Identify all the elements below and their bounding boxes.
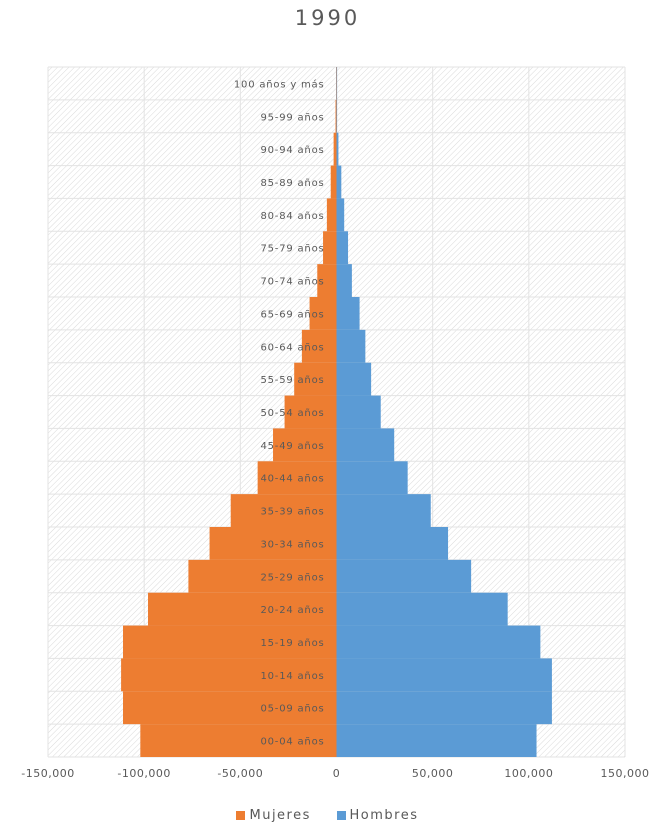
bar-hombres-20 xyxy=(336,67,338,100)
category-label: 25-29 años xyxy=(260,572,324,583)
x-axis-tick-labels: -150,000 -100,000 -50,000 0 50,000 100,000 150… xyxy=(21,767,649,780)
legend-swatch-hombres xyxy=(336,811,346,820)
category-label: 40-44 años xyxy=(260,474,324,485)
bar-hombres-3 xyxy=(336,625,541,659)
bar-mujeres-12 xyxy=(301,329,337,363)
x-tick-label: 50,000 xyxy=(412,767,454,780)
bar-mujeres-13 xyxy=(309,297,337,330)
bar-hombres-6 xyxy=(336,527,449,560)
x-tick-label: 100,000 xyxy=(504,767,553,780)
bar-hombres-8 xyxy=(336,461,408,495)
bar-hombres-16 xyxy=(336,198,345,232)
category-label: 30-34 años xyxy=(260,539,324,550)
category-label: 75-79 años xyxy=(260,244,324,255)
bar-hombres-0 xyxy=(336,724,537,757)
bar-mujeres-18 xyxy=(333,132,337,166)
bar-mujeres-15 xyxy=(323,231,337,265)
bar-mujeres-14 xyxy=(317,264,337,297)
bar-hombres-5 xyxy=(336,559,472,593)
category-label: 60-64 años xyxy=(260,342,324,353)
chart-title: 1990 xyxy=(294,6,361,30)
category-label: 65-69 años xyxy=(260,309,324,320)
category-label: 35-39 años xyxy=(260,507,324,518)
bar-hombres-2 xyxy=(336,658,552,692)
bar-mujeres-6 xyxy=(209,527,337,560)
category-label: 55-59 años xyxy=(260,375,324,386)
bar-mujeres-7 xyxy=(230,494,337,527)
bars xyxy=(121,67,552,757)
bar-mujeres-2 xyxy=(121,658,337,692)
x-tick-label: -100,000 xyxy=(117,767,170,780)
legend-label-hombres: Hombres xyxy=(349,808,419,823)
category-label: 50-54 años xyxy=(260,408,324,419)
bar-mujeres-8 xyxy=(257,461,337,495)
x-tick-label: 0 xyxy=(333,767,341,780)
bar-hombres-1 xyxy=(336,691,552,725)
bar-hombres-10 xyxy=(336,395,381,429)
bar-hombres-19 xyxy=(336,99,338,133)
category-label: 20-24 años xyxy=(260,605,324,616)
category-labels: 00-04 años 05-09 años 10-14 años 15-19 años… xyxy=(234,78,325,748)
legend-item-mujeres: Mujeres xyxy=(236,808,310,823)
bar-mujeres-19 xyxy=(335,99,337,133)
bar-mujeres-10 xyxy=(284,395,337,429)
category-label: 00-04 años xyxy=(260,737,324,748)
category-label: 45-49 años xyxy=(260,441,324,452)
bar-hombres-11 xyxy=(336,362,372,396)
bar-hombres-17 xyxy=(336,165,342,199)
bar-mujeres-11 xyxy=(294,362,337,396)
category-label: 100 años y más xyxy=(234,78,325,90)
bar-hombres-13 xyxy=(336,297,360,330)
x-tick-label: -50,000 xyxy=(217,767,263,780)
bar-mujeres-3 xyxy=(123,625,337,659)
bar-hombres-7 xyxy=(336,494,431,527)
category-label: 15-19 años xyxy=(260,638,324,649)
bar-hombres-18 xyxy=(336,132,339,166)
bar-hombres-12 xyxy=(336,329,366,363)
category-label: 70-74 años xyxy=(260,277,324,288)
legend-item-hombres: Hombres xyxy=(336,808,419,823)
bar-mujeres-4 xyxy=(148,592,337,626)
bar-hombres-9 xyxy=(336,428,395,462)
bar-mujeres-1 xyxy=(123,691,337,725)
bar-hombres-15 xyxy=(336,231,349,265)
bar-mujeres-5 xyxy=(188,559,337,593)
category-label: 85-89 años xyxy=(260,178,324,189)
category-label: 10-14 años xyxy=(260,671,324,682)
population-pyramid-chart: 00-04 años 05-09 años 10-14 años 15-19 años… xyxy=(21,66,649,780)
bar-mujeres-0 xyxy=(140,724,337,757)
bar-mujeres-17 xyxy=(330,165,337,199)
category-label: 80-84 años xyxy=(260,211,324,222)
category-label: 05-09 años xyxy=(260,704,324,715)
bar-hombres-14 xyxy=(336,264,352,297)
bar-mujeres-9 xyxy=(273,428,337,462)
category-label: 95-99 años xyxy=(260,112,324,123)
legend-swatch-mujeres xyxy=(236,811,246,820)
legend: Mujeres Hombres xyxy=(0,808,655,823)
bar-hombres-4 xyxy=(336,592,508,626)
x-tick-label: 150,000 xyxy=(601,767,650,780)
category-label: 90-94 años xyxy=(260,145,324,156)
x-tick-label: -150,000 xyxy=(21,767,74,780)
bar-mujeres-16 xyxy=(326,198,337,232)
legend-label-mujeres: Mujeres xyxy=(249,808,311,823)
bar-mujeres-20 xyxy=(336,67,337,100)
